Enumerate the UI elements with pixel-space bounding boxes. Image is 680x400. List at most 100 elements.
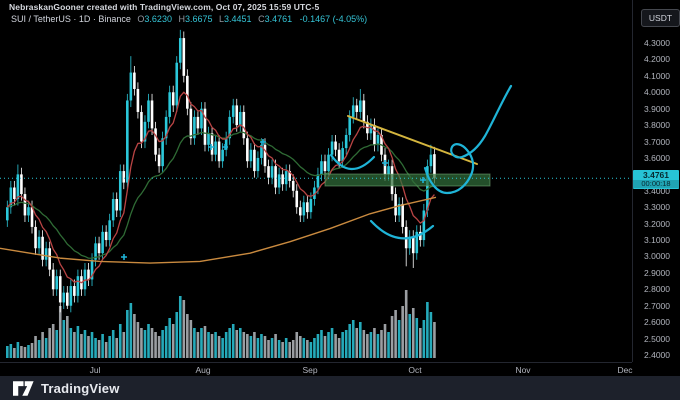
volume-bar (263, 336, 267, 358)
candle-body (419, 231, 422, 241)
projection-curve-drawing[interactable] (423, 84, 513, 195)
volume-bar (327, 332, 330, 358)
time-tick-label-dec: Dec (617, 365, 633, 375)
candle-body (238, 111, 242, 126)
price-tick-label: 3.4000 (644, 185, 670, 196)
candle-body (97, 243, 101, 254)
candle-body (9, 187, 13, 208)
candle-body (27, 207, 30, 216)
time-tick-label-oct: Oct (408, 365, 422, 375)
arc-drawing-october-low[interactable] (369, 219, 435, 240)
candle-body (221, 149, 224, 162)
candle-body (30, 207, 34, 227)
candle-body (178, 38, 182, 63)
time-tick-label-sep: Sep (302, 365, 318, 375)
open-value: 3.6230 (144, 14, 172, 24)
candle-body (408, 236, 412, 249)
candle-body (111, 198, 115, 221)
price-tick-label: 3.0000 (644, 251, 670, 262)
volume-bar (133, 314, 136, 358)
volume-bar (369, 332, 373, 358)
currency-unit-button[interactable]: USDT (641, 9, 680, 27)
time-tick-label-jul: Jul (89, 365, 101, 375)
symbol-legend: SUI / TetherUS · 1D · Binance O3.6230 H3… (11, 14, 367, 24)
candle-body (66, 292, 69, 306)
volume-bar (37, 340, 41, 358)
volume-bar (182, 300, 186, 358)
time-axis[interactable]: Jul Aug Sep Oct Nov Dec (0, 362, 633, 377)
ma-red-line (6, 91, 435, 284)
volume-bar (235, 330, 239, 358)
candle-body (302, 202, 306, 216)
volume-bar (246, 334, 249, 358)
candle-body (224, 138, 228, 150)
volume-bar (408, 314, 412, 358)
candle-body (246, 138, 249, 162)
candle-body (44, 248, 48, 260)
candle-body (320, 161, 323, 175)
candle-body (309, 198, 313, 213)
candle-body (422, 210, 426, 241)
price-tick-label: 3.6000 (644, 152, 670, 163)
candle-body (16, 174, 20, 199)
plus-marker (382, 160, 388, 166)
candle-body (253, 149, 256, 172)
volume-bar (306, 340, 309, 358)
candle-body (150, 100, 154, 129)
candle-body (13, 187, 16, 199)
candle-body (235, 105, 239, 126)
candle-body (48, 248, 51, 270)
symbol-title[interactable]: SUI / TetherUS · 1D · Binance (11, 14, 131, 24)
chart-canvas[interactable] (0, 0, 632, 362)
volume-bar (129, 303, 133, 358)
candle-body (397, 203, 401, 216)
volume-bar (419, 328, 422, 358)
volume-bar (217, 336, 221, 358)
candle-body (143, 121, 147, 142)
volume-bar (175, 312, 179, 358)
volume-bar (161, 330, 164, 358)
volume-bar (426, 302, 429, 358)
volume-bar (429, 312, 433, 358)
volume-bar (228, 328, 231, 358)
volume-bar (281, 342, 284, 358)
volume-bar (302, 338, 306, 358)
arc-drawing-september[interactable] (329, 153, 376, 171)
volume-bar (334, 334, 337, 358)
candle-body (189, 108, 193, 139)
tradingview-wordmark[interactable]: TradingView (41, 380, 120, 396)
candle-body (37, 236, 41, 249)
candle-body (242, 111, 246, 139)
candle-body (164, 116, 168, 139)
last-price-label[interactable]: 3.4761 00:00:18 (633, 170, 679, 189)
price-tick-label: 3.2000 (644, 218, 670, 229)
volume-bar (66, 316, 69, 358)
volume-bar (20, 346, 23, 358)
volume-bar (341, 332, 344, 358)
support-zone-drawing[interactable] (324, 173, 491, 187)
candle-body (175, 62, 179, 106)
candle-body (429, 154, 433, 167)
volume-bar (143, 330, 147, 358)
volume-bar (154, 332, 157, 358)
candle-body (186, 75, 189, 109)
plus-marker (222, 144, 228, 150)
candle-body (69, 286, 73, 306)
price-tick-label: 3.8000 (644, 120, 670, 131)
volume-bar (115, 338, 119, 358)
volume-bar (313, 338, 316, 358)
volume-bar (231, 324, 235, 358)
candle-body (214, 141, 217, 155)
close-value: 3.4761 (264, 14, 293, 24)
volume-bar (260, 334, 263, 358)
plus-marker (121, 254, 127, 260)
plus-marker (420, 177, 426, 183)
candle-body (433, 154, 436, 179)
volume-bar (122, 332, 126, 358)
volume-bar (196, 332, 200, 358)
tradingview-logo-icon[interactable] (13, 380, 34, 396)
price-tick-label: 3.9000 (644, 103, 670, 114)
volume-bar (390, 316, 394, 358)
candle-body (58, 276, 62, 303)
